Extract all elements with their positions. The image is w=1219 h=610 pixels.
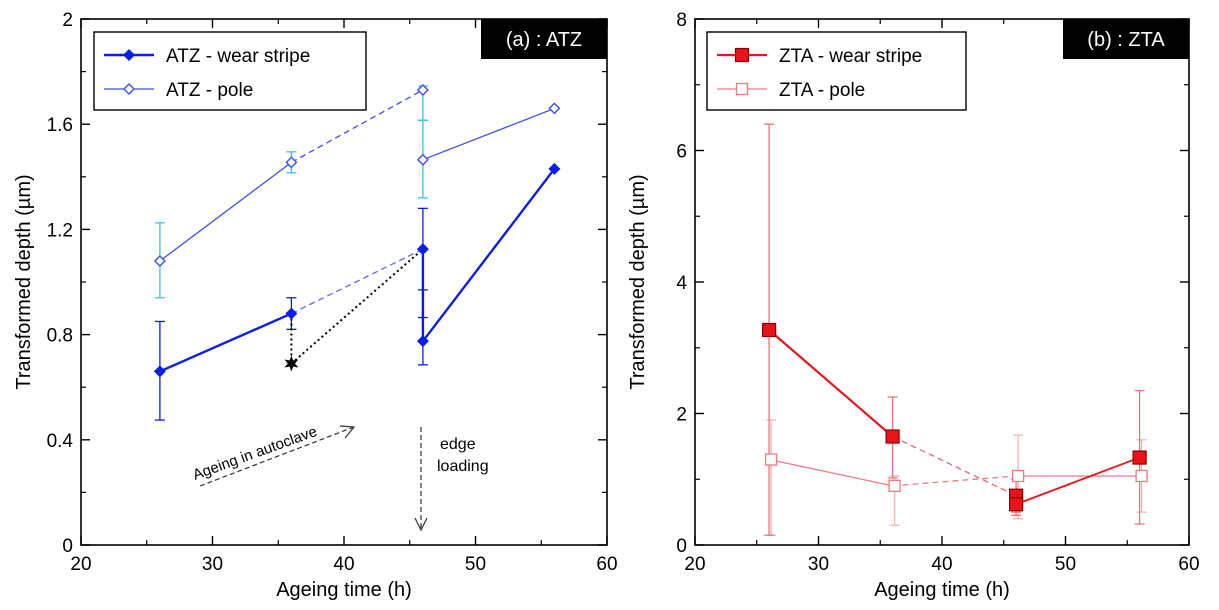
data-point-atz-wear-3 <box>416 335 429 348</box>
x-tick-label: 60 <box>1178 554 1199 575</box>
x-tick-label: 30 <box>202 554 223 575</box>
x-axis-label: Ageing time (h) <box>276 579 412 601</box>
x-tick-label: 50 <box>465 554 486 575</box>
series-line-zta-pole-dashed <box>892 475 1017 487</box>
y-axis-label: Transformed depth (µm) <box>627 174 649 389</box>
y-axis-label: Transformed depth (µm) <box>13 174 35 389</box>
panel-label: (a) : ATZ <box>506 29 582 51</box>
y-tick-label: 0 <box>676 536 687 557</box>
series-line-zta-wear <box>1015 456 1140 506</box>
legend-label-zta-wear: ZTA - wear stripe <box>779 46 922 67</box>
panel-label: (b) : ZTA <box>1087 29 1165 51</box>
annotation-arrowhead-edge-loading <box>414 517 428 532</box>
y-tick-label: 1.2 <box>47 220 73 241</box>
annotation-arrow-ageing <box>199 426 355 487</box>
legend-marker-atz-pole <box>123 83 135 95</box>
data-point-atz-pole-3 <box>416 153 429 166</box>
data-point-atz-pole-1 <box>285 156 298 169</box>
dotted-line-star <box>290 248 424 365</box>
series-line-atz-pole <box>422 107 555 161</box>
annotation-edge-loading: edge loading <box>437 436 489 475</box>
series-line-atz-pole-dashed <box>291 89 424 163</box>
legend-label-zta-pole: ZTA - pole <box>779 80 865 101</box>
panel-label-box <box>1063 19 1189 59</box>
data-point-atz-wear-0 <box>153 365 166 378</box>
data-point-atz-pole-0 <box>153 254 166 267</box>
data-point-zta-pole-1 <box>888 479 901 492</box>
series-line-zta-pole <box>768 458 893 487</box>
panel-a-atz-chart: 20 30 40 50 60 0 0.4 0.8 1.2 1.6 2 Ageing time (h) T… <box>13 10 618 601</box>
annotation-edge-loading-line: loading <box>437 458 489 475</box>
x-tick-label: 40 <box>333 554 354 575</box>
x-tick-label: 50 <box>1055 554 1076 575</box>
annotation-ageing-in-autoclave: Ageing in autoclave <box>191 423 320 484</box>
y-tick-label: 6 <box>676 142 687 163</box>
annotation-arrowhead-ageing <box>339 425 356 439</box>
data-point-zta-pole-3 <box>1135 469 1148 483</box>
series-line-zta-wear-dashed <box>892 435 1017 497</box>
legend-marker-atz-wear <box>123 49 135 61</box>
data-point-atz-wear-1 <box>285 307 298 320</box>
annotation-edge-loading-line: edge <box>440 436 476 453</box>
series-line-atz-wear <box>159 312 292 373</box>
y-tick-label: 2 <box>62 10 73 31</box>
legend-box <box>706 31 967 111</box>
data-point-zta-wear-3 <box>1008 497 1024 512</box>
legend-box <box>93 31 367 111</box>
series-line-atz-wear <box>421 168 556 342</box>
data-point-zta-wear-0 <box>761 322 777 338</box>
y-tick-label: 0 <box>62 536 73 557</box>
data-point-atz-wear-2 <box>416 243 429 256</box>
legend-label-atz-wear: ATZ - wear stripe <box>166 46 310 67</box>
legend: ATZ - wear stripe ATZ - pole <box>93 31 367 111</box>
y-tick-label: 8 <box>676 10 687 31</box>
panel-label-box <box>481 19 607 59</box>
data-point-atz-wear-4 <box>548 162 561 175</box>
y-tick-label: 0.8 <box>47 326 73 347</box>
x-tick-label: 60 <box>596 554 617 575</box>
y-tick-label: 1.6 <box>47 115 73 136</box>
data-point-atz-pole-4 <box>548 102 561 115</box>
x-tick-label: 30 <box>808 554 829 575</box>
data-point-zta-pole-0 <box>764 453 778 466</box>
data-point-star <box>284 355 299 372</box>
data-point-atz-pole-2 <box>416 84 429 96</box>
x-tick-label: 20 <box>684 554 705 575</box>
x-tick-label: 20 <box>70 554 91 575</box>
y-tick-label: 4 <box>676 273 687 294</box>
y-tick-label: 0.4 <box>47 431 74 452</box>
series-line-atz-pole <box>159 161 292 262</box>
legend-marker-zta-wear <box>734 47 750 63</box>
series-line-zta-wear <box>768 329 894 438</box>
data-point-zta-wear-4 <box>1132 450 1147 465</box>
legend-marker-zta-pole <box>735 82 749 96</box>
data-point-zta-wear-1 <box>885 429 900 444</box>
x-tick-label: 40 <box>931 554 952 575</box>
series-line-atz-wear-dashed <box>291 248 424 315</box>
data-point-zta-pole-2 <box>1011 469 1025 483</box>
y-tick-label: 2 <box>676 405 687 426</box>
x-axis-label: Ageing time (h) <box>874 579 1010 601</box>
legend-label-atz-pole: ATZ - pole <box>166 80 253 101</box>
panel-b-zta-chart: 20 30 40 50 60 0 2 4 6 8 Ageing time (h) Transforme… <box>627 10 1200 601</box>
legend: ZTA - wear stripe ZTA - pole <box>706 31 967 111</box>
